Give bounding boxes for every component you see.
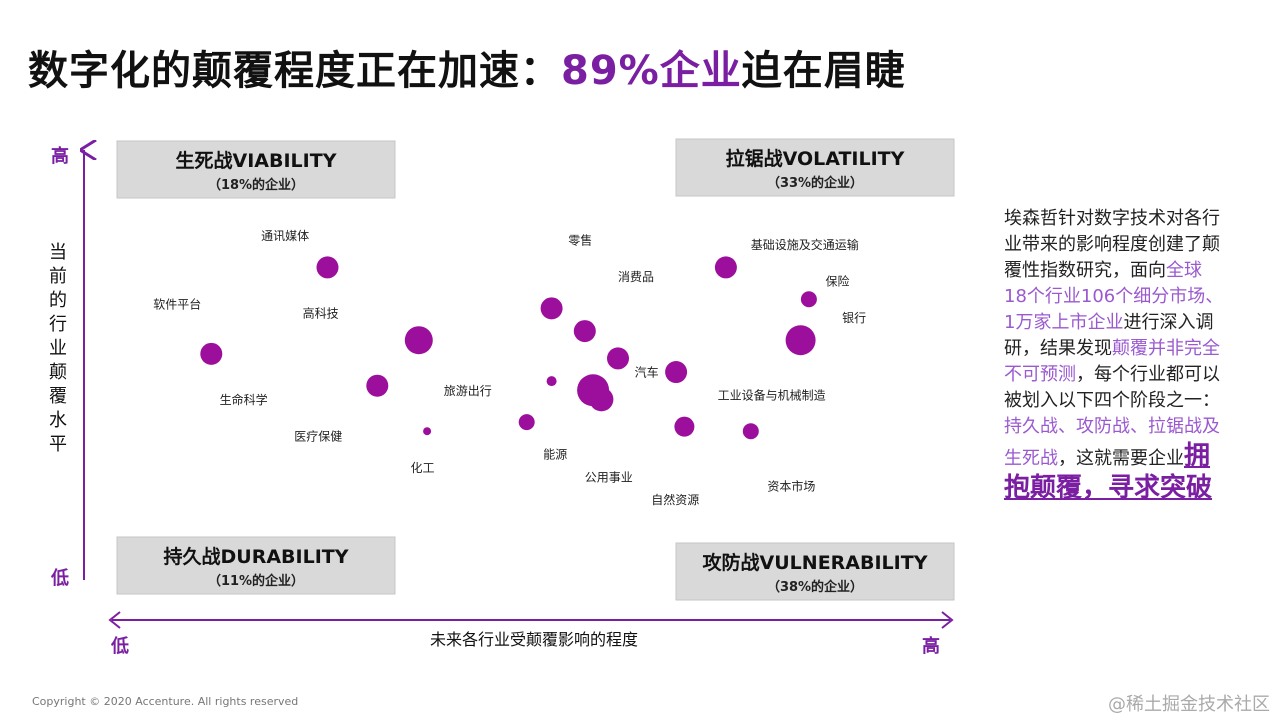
industry-label: 化工: [411, 461, 435, 475]
y-axis-title-char: 的: [49, 290, 67, 311]
industry-label: 银行: [842, 311, 866, 325]
industry-label: 通讯媒体: [261, 229, 309, 243]
y-axis-title-char: 前: [49, 266, 67, 287]
industry-label: 高科技: [303, 305, 339, 320]
side-p4: 颠覆并非完全不可预测: [1004, 338, 1220, 385]
quadrant-box-bottom-left: [116, 536, 396, 595]
y-axis-title-char: 颠: [49, 362, 67, 383]
quadrant-title-top-left: 生死战VIABILITY: [176, 149, 337, 172]
side-p5: ，每个行业都可以被划入以下四个阶段之一：: [1004, 364, 1220, 411]
bubble-point: [518, 414, 535, 431]
y-axis-title-char: 水: [49, 410, 67, 431]
industry-label: 汽车: [635, 365, 659, 380]
x-axis-low-label: 低: [110, 635, 129, 657]
page-title: 数字化的颠覆程度正在加速：89%企业迫在眉睫: [28, 38, 906, 96]
bubble-point: [665, 361, 688, 384]
x-axis-title: 未来各行业受颠覆影响的程度: [430, 630, 638, 649]
industry-label: 能源: [543, 448, 567, 462]
x-axis-high-label: 高: [922, 635, 940, 657]
bubble-point: [404, 326, 433, 355]
industry-label: 生命科学: [220, 392, 268, 407]
bubble-point: [316, 256, 339, 279]
bubble-point: [785, 325, 816, 356]
y-axis-title-char: 业: [49, 338, 67, 359]
title-tail: 迫在眉睫: [741, 48, 906, 94]
industry-label: 公用事业: [585, 470, 633, 484]
x-axis-left-arrowhead: [108, 611, 121, 629]
industry-label: 零售: [568, 233, 592, 248]
industry-label: 保险: [826, 274, 850, 289]
industry-label: 自然资源: [651, 492, 699, 507]
quadrant-box-bottom-right: [675, 542, 955, 601]
quadrant-box-top-right: [675, 138, 955, 197]
bubble-point: [423, 427, 432, 436]
industry-label: 工业设备与机械制造: [718, 387, 826, 402]
industry-label: 软件平台: [153, 296, 201, 311]
bubble-point: [540, 297, 563, 320]
y-axis-title-char: 覆: [49, 386, 67, 407]
industry-label: 资本市场: [767, 478, 815, 493]
watermark: @稀土掘金技术社区: [1108, 694, 1270, 715]
quadrant-share-bottom-left: （11%的企业）: [208, 573, 304, 589]
copyright-text: Copyright © 2020 Accenture. All rights r…: [32, 695, 299, 708]
side-p6: 持久战、攻防战、拉锯战及生死战: [1004, 416, 1220, 469]
industry-label: 医疗保健: [294, 429, 342, 443]
bubble-point: [589, 387, 614, 412]
industry-label: 消费品: [618, 270, 654, 284]
side-p8: 拥抱颠覆，寻求突破: [1004, 441, 1213, 503]
industry-label: 旅游出行: [444, 384, 492, 398]
bubble-point: [200, 342, 223, 365]
quadrant-share-top-right: （33%的企业）: [767, 175, 863, 191]
y-axis-title-char: 平: [49, 434, 67, 455]
bubble-point: [546, 376, 557, 387]
y-axis-title-char: 行: [49, 314, 67, 335]
side-p1: 埃森哲针对数字技术对各行业带来的影响程度创建了颠覆性指数研究，面向: [1004, 208, 1220, 281]
industry-label: 基础设施及交通运输: [751, 237, 859, 252]
bubble-point: [742, 423, 759, 440]
y-axis-high-label: 高: [51, 145, 69, 167]
bubble-point: [366, 374, 389, 397]
x-axis-right-arrowhead: [941, 611, 954, 629]
title-highlight: 89%企业: [561, 48, 742, 94]
title-main: 数字化的颠覆程度正在加速：: [28, 48, 561, 94]
quadrant-title-top-right: 拉锯战VOLATILITY: [726, 147, 905, 170]
side-p3: 进行深入调研，结果发现: [1004, 312, 1214, 359]
quadrant-title-bottom-left: 持久战DURABILITY: [164, 545, 349, 568]
quadrant-box-top-left: [116, 140, 396, 199]
bubble-point: [800, 291, 817, 308]
bubble-point: [674, 416, 695, 437]
quadrant-share-bottom-right: （38%的企业）: [767, 579, 863, 595]
side-p2: 全球18个行业106个细分市场、1万家上市企业: [1004, 260, 1224, 333]
quadrant-share-top-left: （18%的企业）: [208, 177, 304, 193]
bubble-point: [714, 256, 737, 279]
bubble-point: [607, 347, 629, 370]
y-axis-low-label: 低: [50, 567, 69, 589]
side-description: 埃森哲针对数字技术对各行业带来的影响程度创建了颠覆性指数研究，面向全球18个行业…: [1004, 206, 1224, 504]
y-axis-title-char: 当: [49, 242, 67, 263]
side-p7: ，这就需要企业: [1058, 448, 1184, 469]
quadrant-title-bottom-right: 攻防战VULNERABILITY: [703, 551, 928, 574]
bubble-point: [573, 320, 596, 343]
